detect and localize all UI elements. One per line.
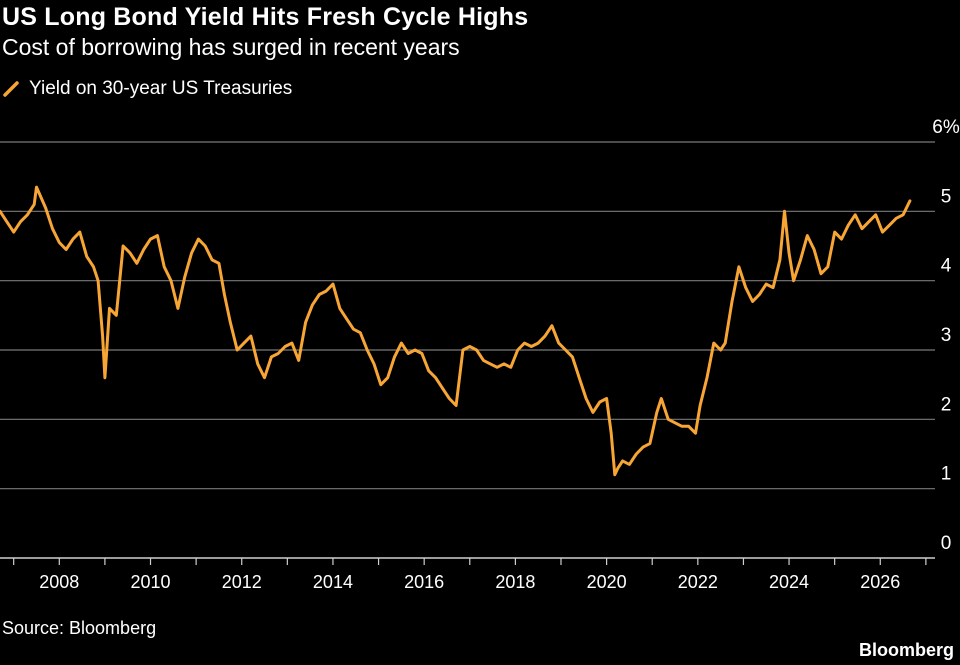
x-axis-ticks: 2008 2010 2012 2014 2016 2018 2020 2022 2024 2026: [13, 558, 927, 592]
x-tick-label-2020: 2020: [587, 572, 627, 592]
x-tick-label-2016: 2016: [404, 572, 444, 592]
series-line-30y-treasury-yield: [0, 185, 912, 477]
chart-subtitle: Cost of borrowing has surged in recent y…: [2, 34, 460, 60]
chart-title: US Long Bond Yield Hits Fresh Cycle High…: [2, 3, 529, 31]
x-tick-label-2026: 2026: [860, 572, 900, 592]
bloomberg-logo: Bloomberg: [858, 640, 954, 660]
grid-lines: [0, 141, 935, 490]
y-tick-label-4: 4: [941, 256, 952, 277]
x-tick-label-2024: 2024: [769, 572, 809, 592]
legend-swatch-icon: [3, 81, 19, 97]
y-axis-tick-labels: 0 1 2 3 4 5 6%: [932, 117, 960, 554]
y-tick-label-2: 2: [941, 394, 952, 415]
x-tick-label-2018: 2018: [495, 572, 535, 592]
x-tick-label-2012: 2012: [222, 572, 262, 592]
x-tick-label-2010: 2010: [130, 572, 170, 592]
source-note: Source: Bloomberg: [2, 618, 157, 638]
y-tick-label-3: 3: [941, 325, 952, 346]
x-tick-label-2008: 2008: [39, 572, 79, 592]
y-tick-label-5: 5: [941, 186, 952, 207]
y-tick-label-6: 6%: [932, 117, 960, 138]
x-tick-label-2014: 2014: [313, 572, 353, 592]
y-tick-label-0: 0: [941, 533, 952, 554]
legend-label: Yield on 30-year US Treasuries: [29, 78, 293, 99]
x-tick-label-2022: 2022: [678, 572, 718, 592]
chart-legend: Yield on 30-year US Treasuries: [3, 78, 292, 100]
y-tick-label-1: 1: [941, 464, 952, 485]
